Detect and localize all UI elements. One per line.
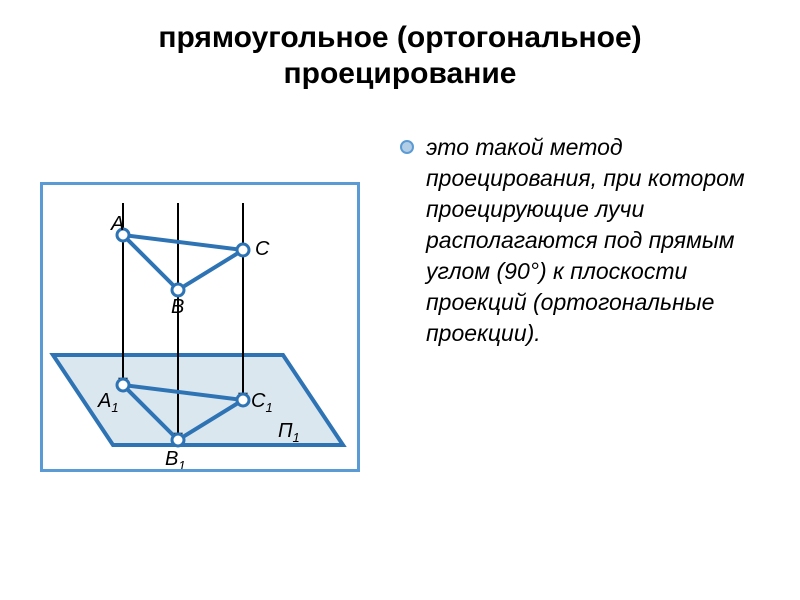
text-column: это такой метод проецирования, при котор…	[400, 122, 760, 472]
title-line-2: проецирование	[284, 57, 517, 90]
title-line-1: прямоугольное (ортогональное)	[158, 21, 641, 54]
bullet-icon	[400, 140, 414, 154]
slide-title: прямоугольное (ортогональное) проецирова…	[40, 20, 760, 92]
svg-text:B: B	[171, 296, 184, 318]
diagram-column: ABCA1B1C1П1	[40, 122, 380, 472]
definition-text: это такой метод проецирования, при котор…	[426, 132, 760, 349]
svg-text:C: C	[255, 238, 270, 260]
projection-diagram: ABCA1B1C1П1	[43, 185, 357, 469]
content-row: ABCA1B1C1П1 это такой метод проецировани…	[0, 102, 800, 492]
diagram-frame: ABCA1B1C1П1	[40, 182, 360, 472]
svg-text:B1: B1	[165, 448, 186, 469]
slide-header: прямоугольное (ортогональное) проецирова…	[0, 0, 800, 102]
svg-text:A: A	[110, 213, 124, 235]
bullet-block: это такой метод проецирования, при котор…	[400, 132, 760, 349]
